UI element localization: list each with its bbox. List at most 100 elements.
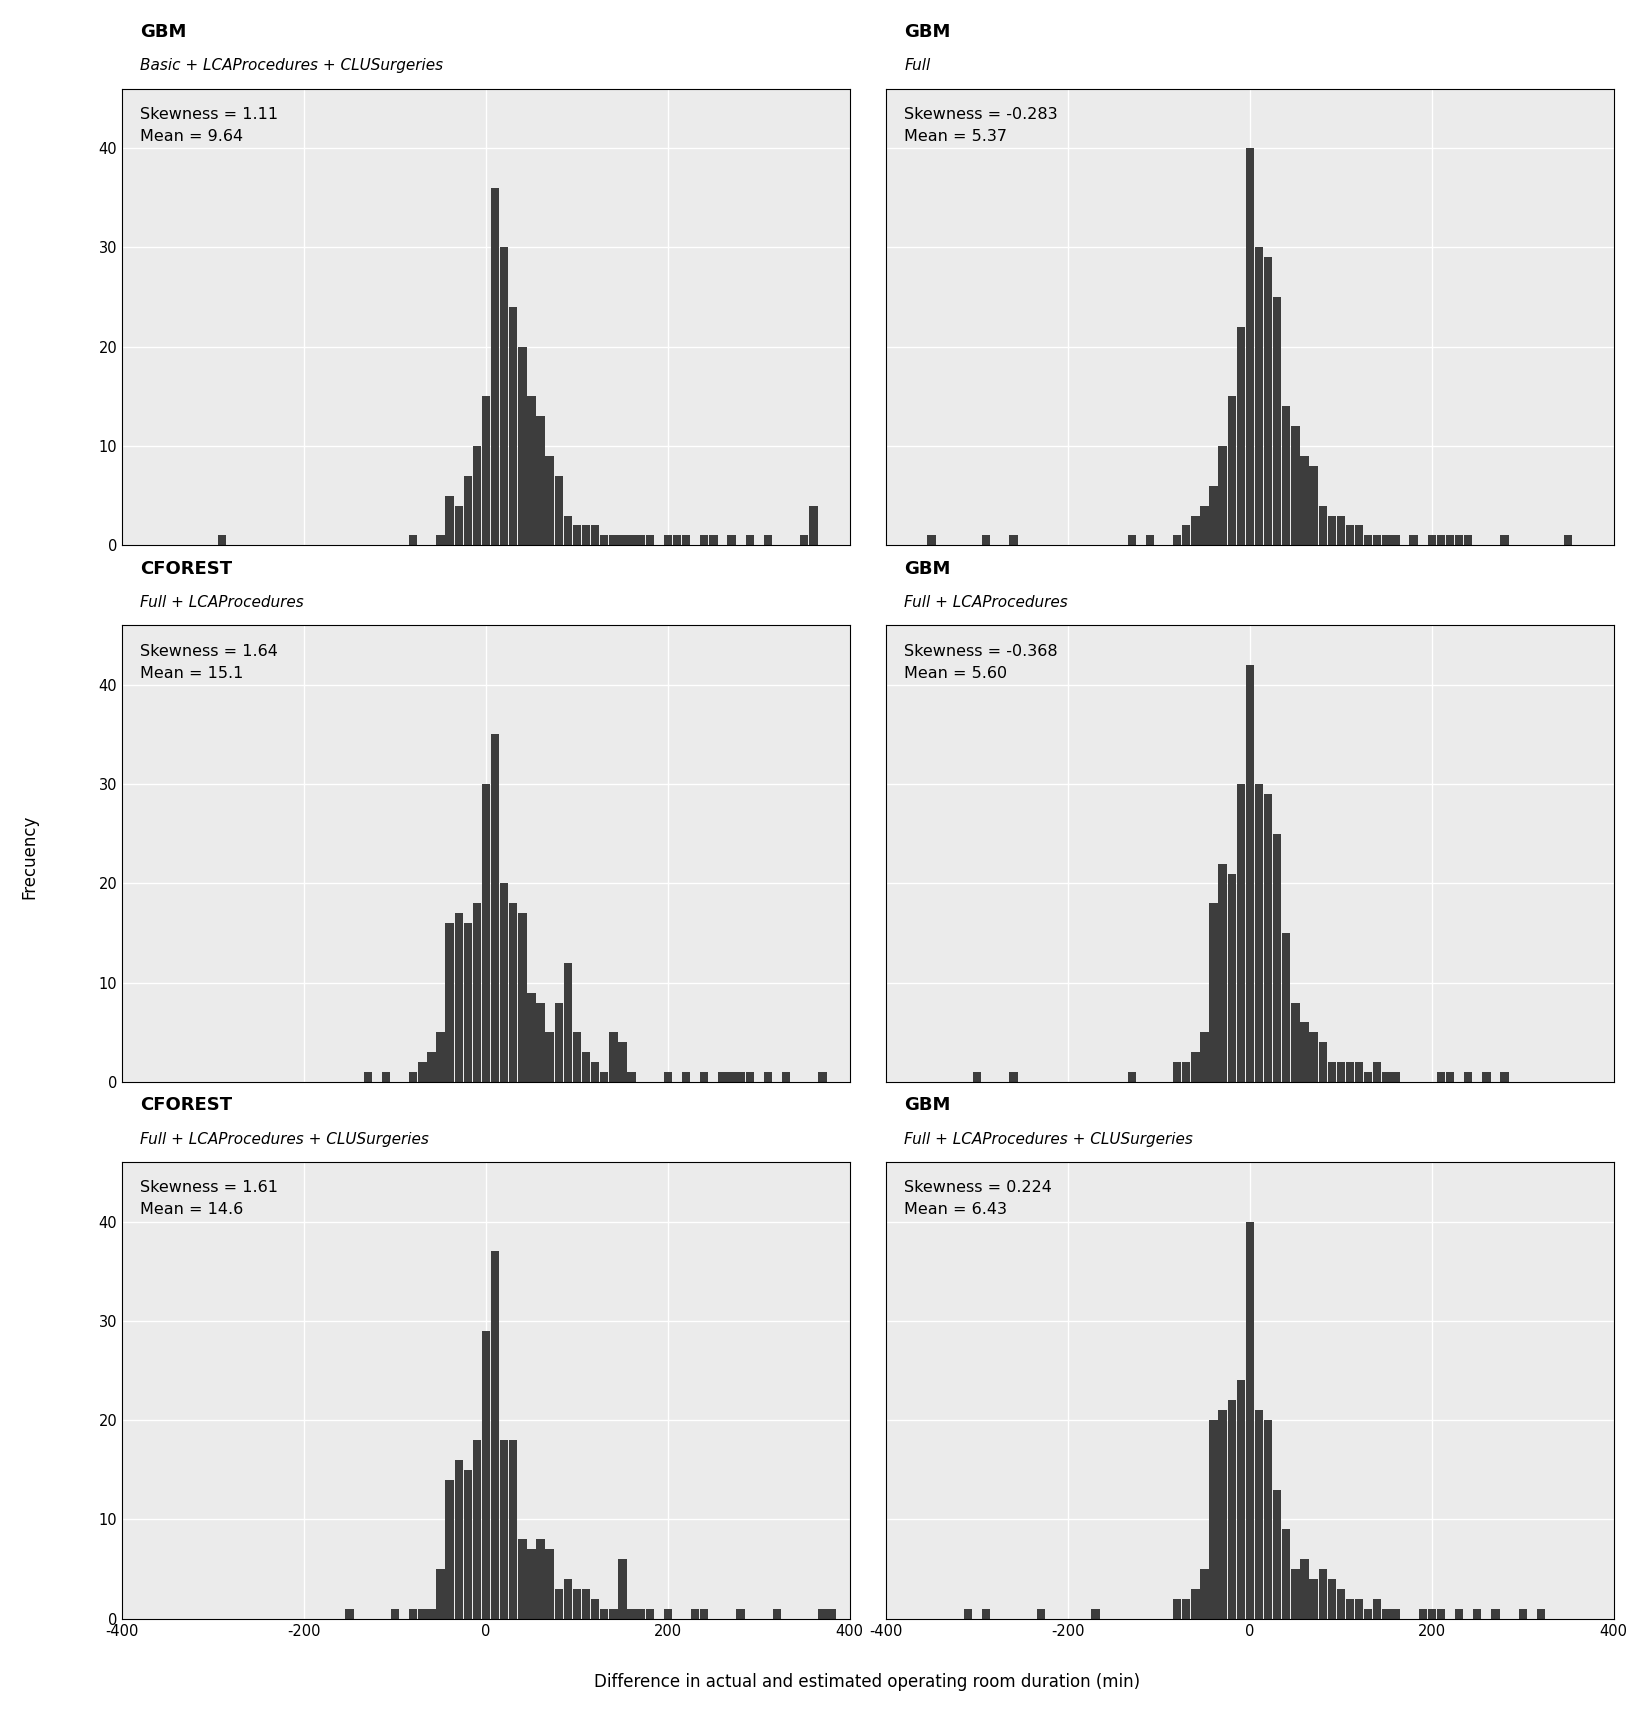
Bar <box>618 1042 626 1083</box>
Bar <box>1372 1598 1382 1619</box>
Bar <box>1128 536 1136 545</box>
Bar <box>463 1470 473 1619</box>
Bar <box>1090 1609 1100 1619</box>
Bar <box>1245 665 1253 1083</box>
Bar <box>1410 536 1418 545</box>
Bar <box>473 1441 481 1619</box>
Bar <box>218 536 227 545</box>
Bar <box>1283 1530 1291 1619</box>
Bar <box>1182 1598 1190 1619</box>
Bar <box>1174 536 1182 545</box>
Bar <box>592 526 600 545</box>
Bar <box>701 536 709 545</box>
Bar <box>419 1609 427 1619</box>
Bar <box>1456 536 1464 545</box>
Bar <box>518 913 526 1083</box>
Bar <box>409 536 417 545</box>
Bar <box>701 1072 709 1083</box>
Bar <box>1301 1023 1309 1083</box>
Bar <box>482 396 491 545</box>
Bar <box>509 1441 517 1619</box>
Bar <box>600 536 608 545</box>
Bar <box>1337 1590 1345 1619</box>
Bar <box>645 536 654 545</box>
Bar <box>554 476 562 545</box>
Bar <box>1355 1598 1363 1619</box>
Bar <box>536 1002 544 1083</box>
Bar <box>681 536 689 545</box>
Bar <box>381 1072 390 1083</box>
Bar <box>437 536 445 545</box>
Bar <box>973 1072 981 1083</box>
Bar <box>1273 834 1281 1083</box>
Bar <box>500 1441 509 1619</box>
Bar <box>1263 1420 1273 1619</box>
Bar <box>445 923 453 1083</box>
Text: Difference in actual and estimated operating room duration (min): Difference in actual and estimated opera… <box>593 1672 1141 1691</box>
Text: GBM: GBM <box>140 22 187 41</box>
Bar <box>1309 1579 1317 1619</box>
Bar <box>1446 1072 1454 1083</box>
Bar <box>681 1072 689 1083</box>
Bar <box>1327 1579 1337 1619</box>
Bar <box>1428 536 1436 545</box>
Bar <box>564 1579 572 1619</box>
Bar <box>1273 296 1281 545</box>
Bar <box>445 1480 453 1619</box>
Bar <box>445 495 453 545</box>
Bar <box>1009 536 1017 545</box>
Bar <box>1255 247 1263 545</box>
Bar <box>963 1609 971 1619</box>
Bar <box>536 416 544 545</box>
Bar <box>473 903 481 1083</box>
Bar <box>737 1609 745 1619</box>
Bar <box>363 1072 372 1083</box>
Bar <box>691 1609 699 1619</box>
Text: Full: Full <box>905 58 931 74</box>
Bar <box>610 1033 618 1083</box>
Bar <box>1327 516 1337 545</box>
Bar <box>709 536 717 545</box>
Bar <box>500 884 509 1083</box>
Bar <box>528 396 536 545</box>
Bar <box>1237 1381 1245 1619</box>
Bar <box>564 963 572 1083</box>
Bar <box>546 1033 554 1083</box>
Bar <box>618 1559 626 1619</box>
Bar <box>1436 1609 1446 1619</box>
Bar <box>1474 1609 1482 1619</box>
Bar <box>600 1072 608 1083</box>
Bar <box>427 1609 435 1619</box>
Bar <box>409 1609 417 1619</box>
Bar <box>1346 526 1355 545</box>
Bar <box>1519 1609 1527 1619</box>
Bar <box>764 536 773 545</box>
Bar <box>473 445 481 545</box>
Bar <box>1346 1062 1355 1083</box>
Bar <box>582 1590 590 1619</box>
Bar <box>636 1609 645 1619</box>
Bar <box>1301 1559 1309 1619</box>
Bar <box>564 516 572 545</box>
Bar <box>491 188 499 545</box>
Bar <box>528 992 536 1083</box>
Bar <box>1392 536 1400 545</box>
Bar <box>546 1549 554 1619</box>
Text: GBM: GBM <box>905 560 950 577</box>
Bar <box>509 903 517 1083</box>
Bar <box>1327 1062 1337 1083</box>
Bar <box>701 1609 709 1619</box>
Bar <box>1273 1490 1281 1619</box>
Bar <box>1372 536 1382 545</box>
Text: Skewness = 1.61
Mean = 14.6: Skewness = 1.61 Mean = 14.6 <box>140 1180 279 1218</box>
Bar <box>1237 327 1245 545</box>
Bar <box>927 536 936 545</box>
Bar <box>1500 536 1509 545</box>
Bar <box>1309 1033 1317 1083</box>
Bar <box>582 1052 590 1083</box>
Bar <box>554 1002 562 1083</box>
Bar <box>981 1609 991 1619</box>
Bar <box>1337 1062 1345 1083</box>
Bar <box>1392 1609 1400 1619</box>
Bar <box>663 1609 672 1619</box>
